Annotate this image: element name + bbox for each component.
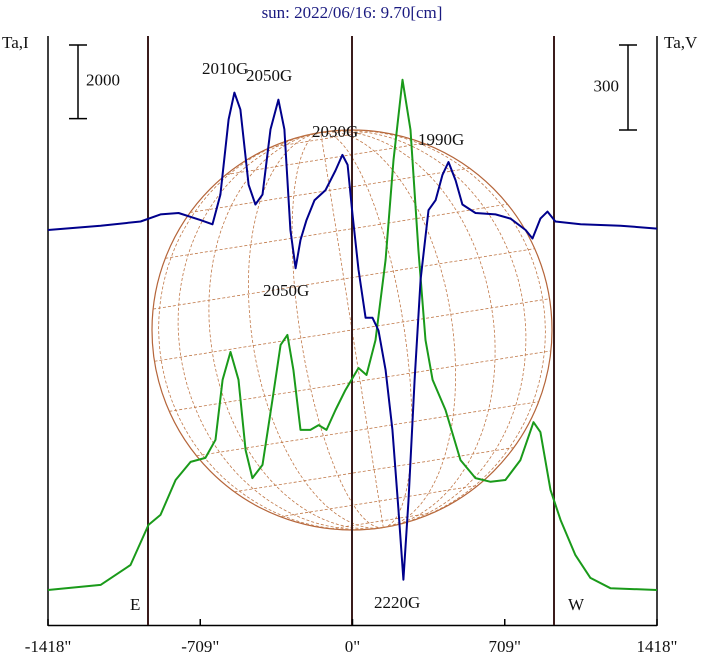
x-tick-label: -1418" xyxy=(25,637,72,656)
x-tick-label: 0" xyxy=(345,637,360,656)
longitude-line xyxy=(247,132,384,529)
annotation: 2220G xyxy=(374,593,420,612)
scale-bar xyxy=(619,44,637,131)
latitude-line xyxy=(225,142,424,175)
series-line xyxy=(47,91,658,581)
longitude-line xyxy=(320,130,527,528)
annotation: 2010G xyxy=(202,59,248,78)
latitude-line xyxy=(154,298,550,362)
longitude-line xyxy=(177,132,384,530)
y2-axis-label: Ta,V xyxy=(664,33,698,52)
limb-label: W xyxy=(568,595,585,614)
latitude-line xyxy=(234,447,514,493)
latitude-line xyxy=(196,401,539,457)
longitude-line xyxy=(291,132,384,529)
scale-bar-label: 300 xyxy=(594,76,620,95)
x-tick-label: -709" xyxy=(181,637,219,656)
chart-title: sun: 2022/06/16: 9.70[cm] xyxy=(262,3,443,22)
scale-bar-label: 2000 xyxy=(86,71,120,90)
longitude-line xyxy=(320,131,457,528)
longitude-line xyxy=(320,131,413,528)
x-tick-label: 1418" xyxy=(637,637,678,656)
series-line xyxy=(47,78,658,591)
annotation: 2050G xyxy=(246,66,292,85)
annotation: 1990G xyxy=(418,130,464,149)
scale-bar xyxy=(69,44,87,120)
y-axis-label: Ta,I xyxy=(2,33,29,52)
annotation: 2030G xyxy=(312,122,358,141)
longitude-line xyxy=(320,132,384,528)
longitude-line xyxy=(208,132,384,530)
x-tick-label: 709" xyxy=(489,637,521,656)
limb-label: E xyxy=(130,595,140,614)
longitude-line xyxy=(158,132,384,531)
annotation: 2050G xyxy=(263,281,309,300)
longitude-line xyxy=(320,130,496,528)
longitude-line xyxy=(320,129,546,528)
